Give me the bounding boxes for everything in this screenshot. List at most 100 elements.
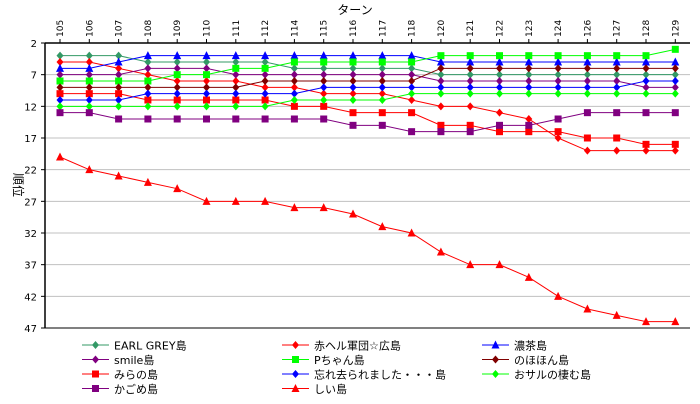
data-point [613, 109, 621, 117]
legend-item: Pちゃん島 [282, 353, 365, 367]
data-point [261, 64, 269, 72]
data-point [583, 146, 591, 155]
data-point [378, 77, 386, 85]
legend-label: EARL GREY島 [114, 339, 187, 353]
data-point [378, 58, 386, 66]
data-point [203, 83, 210, 92]
data-point [466, 260, 475, 269]
legend-item: EARL GREY島 [82, 339, 187, 353]
data-point [173, 184, 182, 193]
data-point [115, 77, 123, 85]
data-point [56, 63, 64, 72]
data-point [261, 115, 269, 123]
data-point [173, 83, 181, 92]
data-point [56, 109, 64, 117]
x-tick-label: 129 [671, 20, 681, 37]
data-point [671, 57, 680, 66]
data-point [525, 77, 533, 85]
data-point [232, 96, 240, 104]
data-point [85, 90, 93, 98]
series-line [60, 48, 676, 82]
data-point [203, 96, 210, 104]
data-point [671, 83, 679, 92]
data-point [437, 121, 445, 129]
series-line [60, 93, 676, 145]
data-point [290, 64, 298, 73]
data-point [554, 83, 562, 92]
data-point [496, 121, 503, 129]
data-point [671, 89, 679, 98]
data-point [203, 58, 210, 66]
legend-marker [291, 384, 300, 392]
data-point [261, 89, 269, 98]
legend-label: しい島 [314, 382, 347, 396]
data-point [290, 77, 298, 85]
series-line [60, 67, 676, 88]
data-point [203, 89, 210, 98]
data-point [554, 64, 562, 73]
data-point [642, 317, 650, 326]
data-point [496, 52, 503, 60]
data-point [583, 70, 591, 79]
legend-marker [292, 356, 299, 363]
data-point [320, 70, 328, 79]
data-point [320, 96, 328, 104]
data-point [495, 260, 504, 269]
data-point [115, 51, 123, 60]
data-point [525, 83, 533, 92]
data-point [408, 109, 416, 117]
data-point [554, 57, 563, 66]
data-point [290, 58, 298, 66]
series-line [60, 93, 676, 107]
data-point [583, 89, 591, 98]
data-point [115, 64, 123, 73]
data-point [349, 209, 357, 218]
legend-label: Pちゃん島 [314, 353, 365, 367]
data-point [671, 45, 679, 53]
data-point [56, 77, 64, 85]
legend-item: おサルの棲む島 [482, 368, 591, 382]
data-point [466, 57, 475, 66]
data-point [232, 70, 240, 79]
data-point [613, 70, 621, 79]
data-point [583, 134, 591, 142]
data-point [232, 64, 240, 72]
data-point [466, 128, 474, 136]
data-point [525, 128, 533, 136]
series-9 [56, 109, 679, 136]
legend-marker [492, 370, 499, 378]
x-tick-label: 120 [437, 20, 447, 37]
data-point [56, 51, 64, 60]
legend-marker [92, 341, 99, 349]
x-tick-label: 121 [466, 20, 476, 37]
legend-label: 濃茶島 [514, 339, 547, 353]
series-10 [56, 152, 680, 326]
data-point [642, 57, 650, 66]
data-point [466, 70, 474, 79]
legend-label: かごめ島 [114, 382, 158, 396]
data-point [232, 58, 240, 66]
data-point [525, 52, 533, 60]
series-line [60, 112, 676, 133]
data-point [56, 152, 64, 161]
data-point [554, 89, 562, 98]
legend-marker [491, 340, 500, 349]
data-point [173, 64, 181, 73]
x-tick-label: 123 [525, 20, 535, 37]
data-point [408, 83, 416, 92]
series-line [60, 67, 676, 88]
data-point [496, 128, 503, 136]
legend-label: おサルの棲む島 [514, 368, 591, 382]
data-point [85, 77, 93, 85]
data-point [613, 134, 621, 142]
data-point [408, 64, 416, 73]
x-tick-label: 108 [144, 20, 154, 37]
data-point [349, 64, 357, 73]
data-point [466, 121, 474, 129]
data-point [85, 109, 93, 117]
x-tick-label: 118 [408, 20, 418, 37]
data-point [115, 102, 123, 111]
x-axis-title: ターン [337, 3, 372, 17]
series-2 [56, 51, 680, 72]
